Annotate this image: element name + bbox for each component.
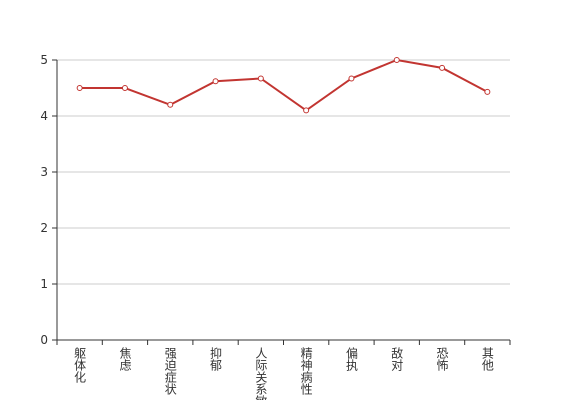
- point: [121, 85, 128, 91]
- point: [484, 88, 491, 95]
- line: [79, 58, 488, 112]
- y-tick-label: 0: [40, 333, 48, 347]
- point: [348, 75, 355, 82]
- point: [303, 107, 310, 114]
- point: [212, 78, 219, 85]
- point: [76, 85, 83, 91]
- x-tick-label: 人际关系敏感: [254, 347, 268, 400]
- x-tick-label: 敌对: [390, 346, 404, 371]
- x-tick-label: 抑郁: [209, 346, 223, 372]
- y-tick-label: 1: [40, 277, 48, 291]
- y-tick-label: 5: [40, 53, 48, 67]
- y-tick-label: 2: [40, 221, 48, 235]
- x-tick-label: 恐怖: [435, 347, 449, 371]
- point: [439, 64, 446, 71]
- x-tick-label: 强迫症状: [163, 347, 177, 395]
- point: [393, 57, 400, 63]
- x-tick-label: 躯体化: [73, 346, 87, 384]
- x-tick-label: 精神病性: [299, 347, 313, 396]
- y-tick-label: 3: [40, 165, 48, 179]
- point: [257, 75, 264, 82]
- y-tick-label: 4: [40, 109, 48, 123]
- x-tick-label: 偏执: [344, 346, 358, 372]
- x-tick-label: 焦虑: [118, 347, 132, 371]
- point: [167, 101, 174, 108]
- x-tick-label: 其他: [480, 347, 494, 371]
